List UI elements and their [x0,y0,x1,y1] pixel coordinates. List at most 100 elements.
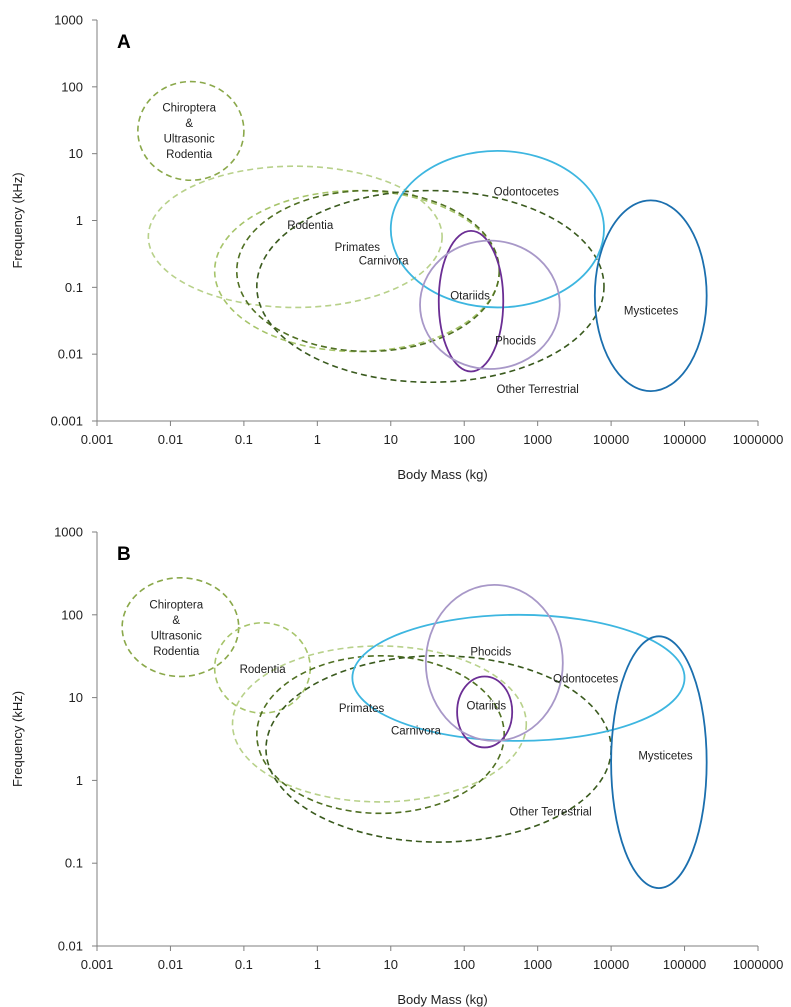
ellipse-carnivora [235,189,501,353]
label-line: Ultrasonic [151,630,202,642]
x-tick-label: 10000 [593,432,629,447]
ellipse-odontocetes [389,150,605,309]
ellipse-phocids [419,239,561,370]
ellipse-phocids [424,583,564,742]
label-line: & [185,118,193,130]
label-primates: Primates [339,703,385,715]
label-line: Mysticetes [624,306,679,318]
x-tick-label: 1000000 [733,957,784,972]
ellipse-chiroptera-ultrasonic-rodentia [121,576,240,678]
ellipse-primates [213,189,501,353]
label-line: Chiroptera [149,599,203,611]
x-tick-label: 0.001 [81,957,114,972]
x-tick-label: 0.1 [235,957,253,972]
x-tick-label: 1000 [523,957,552,972]
y-tick-label: 10 [69,146,83,161]
label-mysticetes: Mysticetes [638,750,693,762]
y-axis-title: Frequency (kHz) [10,691,25,787]
label-line: Rodentia [153,646,200,658]
panel-a: 0.001 0.01 0.1 1 10 100 1000 10000 100000 1000000… [10,13,783,483]
y-tick-label: 0.01 [58,347,83,362]
x-tick-label: 1000 [523,432,552,447]
label-line: Phocids [495,336,536,348]
y-tick-label: 100 [61,79,83,94]
y-tick-label: 1 [76,773,83,788]
y-tick-label: 0.1 [65,856,83,871]
x-tick-label: 100 [453,432,475,447]
label-line: Odontocetes [494,187,559,199]
y-axis-title: Frequency (kHz) [10,172,25,268]
label-line: Carnivora [359,256,409,268]
label-phocids: Phocids [495,336,536,348]
label-otariids: Otariids [450,291,490,303]
x-tick-label: 0.1 [235,432,253,447]
label-phocids: Phocids [470,647,511,659]
x-tick-label: 1 [314,432,321,447]
label-other-terrestrial: Other Terrestrial [509,807,591,819]
y-tick-label: 1 [76,213,83,228]
label-line: Odontocetes [553,674,618,686]
label-line: Chiroptera [162,103,216,115]
label-chiroptera-ultrasonic-rodentia: Chiroptera & Ultrasonic Rodentia [162,103,216,162]
label-line: Other Terrestrial [497,384,579,396]
label-odontocetes: Odontocetes [494,187,559,199]
panel-letter: B [117,544,131,565]
label-line: Other Terrestrial [509,807,591,819]
label-otariids: Otariids [467,701,507,713]
ellipse-carnivora [256,654,505,815]
label-line: Primates [339,703,385,715]
label-line: Primates [335,242,381,254]
panel-b: 0.001 0.01 0.1 1 10 100 1000 10000 100000 1000000… [10,525,783,1007]
ellipse-mysticetes [610,635,708,890]
y-tick-label: 1000 [54,13,83,28]
label-primates: Primates [335,242,381,254]
y-tick-label: 0.1 [65,280,83,295]
label-line: & [172,615,180,627]
ellipse-rodentia [213,622,312,714]
label-rodentia: Rodentia [240,664,287,676]
label-line: Rodentia [166,149,213,161]
x-tick-label: 0.01 [158,957,183,972]
label-line: Otariids [450,291,490,303]
y-tick-label: 100 [61,607,83,622]
ellipse-odontocetes [351,613,686,742]
label-line: Otariids [467,701,507,713]
ellipse-other-terrestrial [256,189,605,384]
x-tick-label: 0.01 [158,432,183,447]
y-tick-label: 10 [69,690,83,705]
panel-letter: A [117,32,131,53]
x-tick-label: 100000 [663,957,706,972]
ellipse-rodentia [147,165,443,309]
x-tick-label: 10 [384,432,398,447]
y-tick-label: 0.001 [50,414,83,429]
label-line: Carnivora [391,726,441,738]
x-tick-label: 0.001 [81,432,114,447]
label-line: Rodentia [287,220,334,232]
ellipse-mysticetes [593,199,708,393]
label-mysticetes: Mysticetes [624,306,679,318]
label-chiroptera-ultrasonic-rodentia: Chiroptera & Ultrasonic Rodentia [149,599,203,658]
label-line: Ultrasonic [164,134,215,146]
ellipse-otariids [456,675,514,749]
ellipse-otariids [437,229,505,373]
x-tick-label: 10000 [593,957,629,972]
label-line: Mysticetes [638,750,693,762]
x-tick-label: 10 [384,957,398,972]
y-tick-label: 0.01 [58,939,83,954]
x-axis-title: Body Mass (kg) [397,992,487,1007]
x-tick-label: 1000000 [733,432,784,447]
x-axis-title: Body Mass (kg) [397,467,487,482]
label-line: Phocids [470,647,511,659]
x-tick-label: 100 [453,957,475,972]
label-carnivora: Carnivora [391,726,441,738]
label-odontocetes: Odontocetes [553,674,618,686]
label-line: Rodentia [240,664,287,676]
x-tick-label: 100000 [663,432,706,447]
ellipse-chiroptera-ultrasonic-rodentia [137,80,245,182]
x-tick-label: 1 [314,957,321,972]
label-other-terrestrial: Other Terrestrial [497,384,579,396]
y-tick-label: 1000 [54,525,83,540]
label-rodentia: Rodentia [287,220,334,232]
label-carnivora: Carnivora [359,256,409,268]
